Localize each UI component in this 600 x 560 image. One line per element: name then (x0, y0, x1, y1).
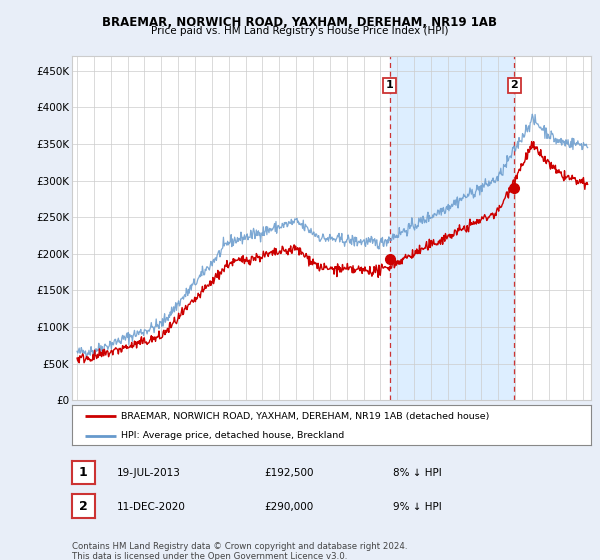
Text: HPI: Average price, detached house, Breckland: HPI: Average price, detached house, Brec… (121, 431, 344, 440)
Text: 11-DEC-2020: 11-DEC-2020 (117, 502, 186, 512)
Text: 19-JUL-2013: 19-JUL-2013 (117, 468, 181, 478)
Text: 9% ↓ HPI: 9% ↓ HPI (393, 502, 442, 512)
Text: 2: 2 (511, 80, 518, 90)
Text: 1: 1 (386, 80, 394, 90)
Text: 1: 1 (79, 466, 88, 479)
Text: 2: 2 (79, 500, 88, 513)
Text: Price paid vs. HM Land Registry's House Price Index (HPI): Price paid vs. HM Land Registry's House … (151, 26, 449, 36)
Text: BRAEMAR, NORWICH ROAD, YAXHAM, DEREHAM, NR19 1AB: BRAEMAR, NORWICH ROAD, YAXHAM, DEREHAM, … (103, 16, 497, 29)
Text: £192,500: £192,500 (264, 468, 314, 478)
Text: 8% ↓ HPI: 8% ↓ HPI (393, 468, 442, 478)
Text: BRAEMAR, NORWICH ROAD, YAXHAM, DEREHAM, NR19 1AB (detached house): BRAEMAR, NORWICH ROAD, YAXHAM, DEREHAM, … (121, 412, 490, 421)
Bar (389, 56, 514, 400)
Text: £290,000: £290,000 (264, 502, 313, 512)
Text: Contains HM Land Registry data © Crown copyright and database right 2024.
This d: Contains HM Land Registry data © Crown c… (72, 542, 407, 560)
